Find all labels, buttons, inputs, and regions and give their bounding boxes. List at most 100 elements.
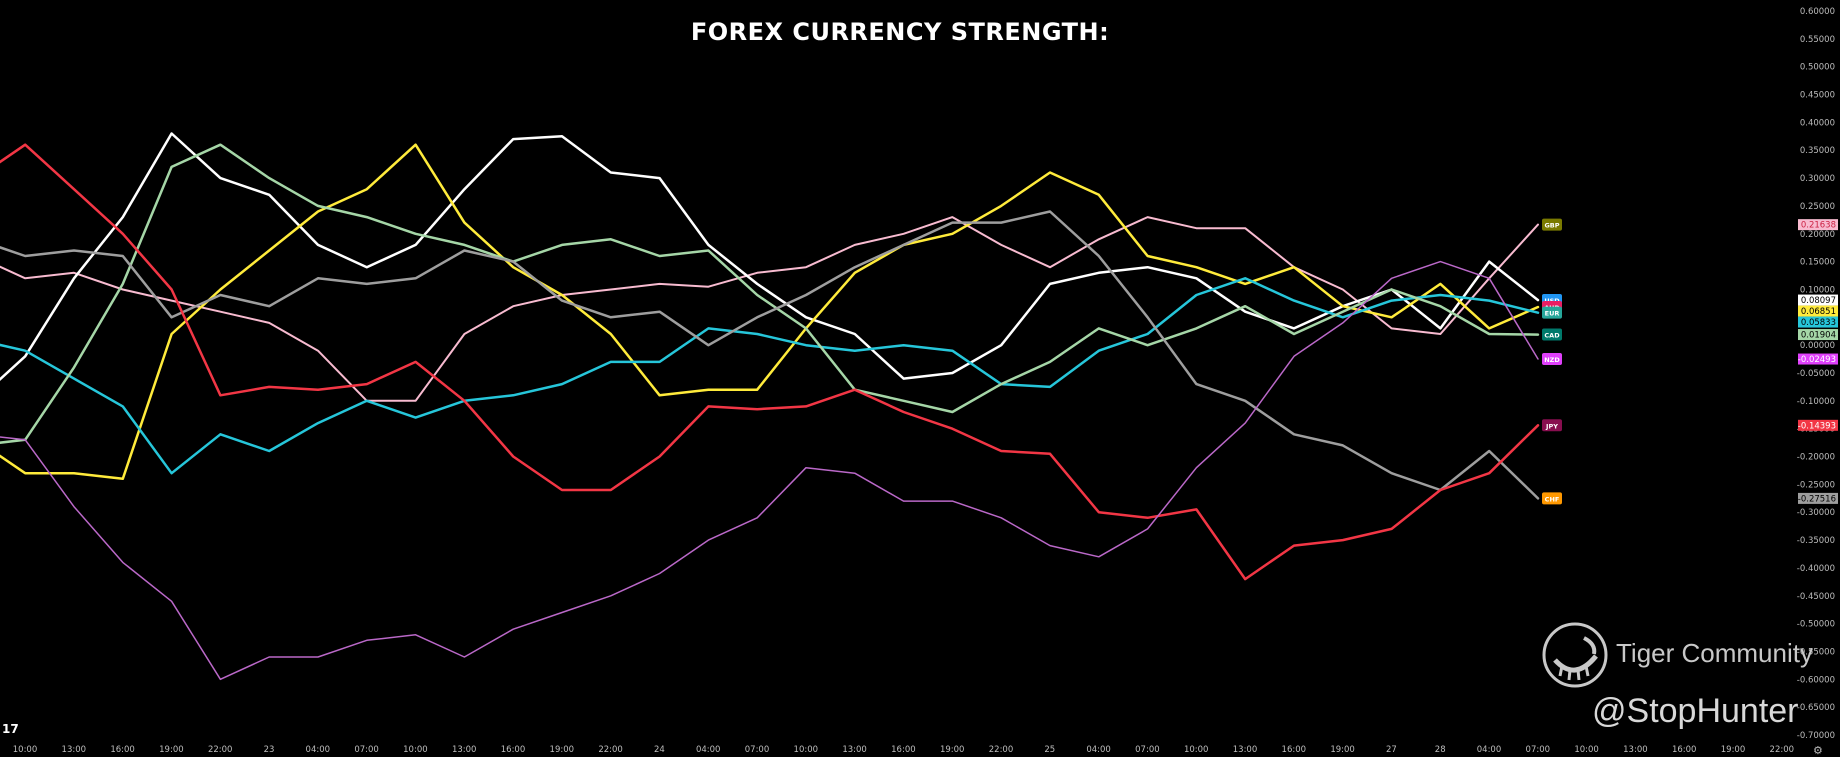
y-tick-label: -0.10000 (1797, 397, 1835, 407)
currency-badge-cad: CAD (1542, 328, 1562, 341)
currency-badge-eur: EUR (1542, 306, 1562, 319)
y-tick-label: -0.30000 (1797, 508, 1835, 518)
x-tick-label: 19:00 (1721, 745, 1746, 755)
y-tick-label: 0.50000 (1800, 63, 1835, 73)
currency-badge-nzd: NZD (1542, 353, 1562, 366)
y-tick-label: 0.35000 (1800, 146, 1835, 156)
x-tick-label: 28 (1435, 745, 1446, 755)
axis-value-box-gbp: 0.21638 (1798, 219, 1838, 231)
currency-badge-chf: CHF (1542, 492, 1562, 505)
x-tick-label: 13:00 (1233, 745, 1258, 755)
series-line-chf[interactable] (0, 210, 1540, 500)
y-tick-label: 0.40000 (1800, 118, 1835, 128)
x-tick-label: 16:00 (891, 745, 916, 755)
axis-value-box-aud: 0.06851 (1798, 305, 1838, 317)
x-tick-label: 23 (264, 745, 275, 755)
svg-text:0.01904: 0.01904 (1801, 331, 1836, 341)
x-tick-label: 27 (1386, 745, 1397, 755)
y-axis: 0.60000 0.55000 0.50000 0.45000 0.40000 0.350… (1797, 7, 1838, 741)
x-tick-label: 13:00 (1623, 745, 1648, 755)
x-tick-label: 04:00 (1477, 745, 1502, 755)
x-tick-label: 16:00 (501, 745, 526, 755)
y-tick-label: -0.70000 (1797, 731, 1835, 741)
x-tick-label: 16:00 (1282, 745, 1307, 755)
chart-title: FOREX CURRENCY STRENGTH: (690, 18, 1110, 46)
watermark-community: Tiger Community (1540, 620, 1840, 692)
axis-value-box-jpy: -0.14393 (1798, 419, 1838, 431)
svg-text:0.08097: 0.08097 (1801, 296, 1836, 306)
y-tick-label: -0.65000 (1797, 703, 1835, 713)
x-tick-label: 22:00 (598, 745, 623, 755)
x-tick-label: 19:00 (550, 745, 575, 755)
y-tick-label: -0.40000 (1797, 564, 1835, 574)
x-tick-label: 04:00 (696, 745, 721, 755)
y-tick-label: -0.60000 (1797, 675, 1835, 685)
x-axis: 10:00 13:00 16:00 19:00 22:00 23 04:00 07:00 10:… (13, 745, 1794, 755)
x-tick-label: 04:00 (306, 745, 331, 755)
axis-value-box-chf: -0.27516 (1798, 492, 1838, 504)
x-tick-label: 10:00 (794, 745, 819, 755)
svg-text:0.06851: 0.06851 (1801, 307, 1836, 317)
x-tick-label: 04:00 (1086, 745, 1111, 755)
svg-text:GBP: GBP (1544, 222, 1559, 230)
x-tick-label: 07:00 (354, 745, 379, 755)
axis-value-box-eur: 0.05833 (1798, 316, 1838, 328)
series-line-jpy[interactable] (0, 143, 1540, 581)
y-tick-label: -0.50000 (1797, 620, 1835, 630)
svg-text:CAD: CAD (1544, 332, 1560, 340)
x-tick-label: 25 (1044, 745, 1055, 755)
x-tick-label: 10:00 (403, 745, 428, 755)
svg-text:-0.02493: -0.02493 (1798, 355, 1836, 365)
tradingview-logo[interactable]: 17 (2, 722, 19, 736)
series-line-cad[interactable] (0, 134, 1540, 446)
y-tick-label: 0.10000 (1800, 285, 1835, 295)
x-tick-label: 16:00 (110, 745, 135, 755)
svg-text:CHF: CHF (1545, 495, 1560, 503)
x-tick-label: 13:00 (842, 745, 867, 755)
end-badges: GBPUSDAUDEURCADCHFJPYNZD (1542, 218, 1562, 505)
x-tick-label: 22:00 (1770, 745, 1795, 755)
svg-text:EUR: EUR (1545, 310, 1560, 318)
watermark-handle: @StopHunter (1592, 692, 1799, 730)
series-line-nzd[interactable] (0, 260, 1539, 681)
svg-text:NZD: NZD (1544, 356, 1560, 364)
x-tick-label: 10:00 (13, 745, 38, 755)
x-tick-label: 07:00 (745, 745, 770, 755)
y-tick-label: 0.25000 (1800, 202, 1835, 212)
currency-badge-gbp: GBP (1542, 218, 1562, 231)
y-tick-label: 0.20000 (1800, 230, 1835, 240)
gear-icon[interactable]: ⚙ (1813, 744, 1823, 757)
y-tick-label: -0.20000 (1797, 453, 1835, 463)
x-tick-label: 10:00 (1184, 745, 1209, 755)
tiger-circle-icon (1542, 622, 1608, 688)
svg-text:0.05833: 0.05833 (1801, 318, 1836, 328)
axis-value-box-usd: 0.08097 (1798, 294, 1838, 306)
svg-text:0.21638: 0.21638 (1801, 221, 1836, 231)
x-tick-label: 22:00 (208, 745, 233, 755)
x-tick-label: 22:00 (989, 745, 1014, 755)
svg-text:JPY: JPY (1545, 422, 1558, 430)
currency-badge-jpy: JPY (1542, 419, 1562, 432)
watermark-community-text: Tiger Community (1616, 638, 1813, 668)
x-tick-label: 13:00 (62, 745, 87, 755)
series-layer (0, 132, 1540, 681)
x-tick-label: 07:00 (1526, 745, 1551, 755)
y-tick-label: 0.00000 (1800, 341, 1835, 351)
y-tick-label: 0.15000 (1800, 258, 1835, 268)
x-tick-label: 24 (654, 745, 665, 755)
x-tick-label: 19:00 (1330, 745, 1355, 755)
x-tick-label: 19:00 (940, 745, 965, 755)
y-tick-label: -0.35000 (1797, 536, 1835, 546)
x-tick-label: 13:00 (452, 745, 477, 755)
y-tick-label: 0.45000 (1800, 91, 1835, 101)
x-tick-label: 19:00 (159, 745, 184, 755)
y-tick-label: 0.30000 (1800, 174, 1835, 184)
x-tick-label: 16:00 (1672, 745, 1697, 755)
x-tick-label: 07:00 (1135, 745, 1160, 755)
axis-value-box-cad: 0.01904 (1798, 329, 1838, 341)
y-tick-label: -0.45000 (1797, 592, 1835, 602)
y-tick-label: -0.25000 (1797, 480, 1835, 490)
series-line-aud[interactable] (0, 143, 1540, 481)
series-line-usd[interactable] (0, 132, 1540, 435)
